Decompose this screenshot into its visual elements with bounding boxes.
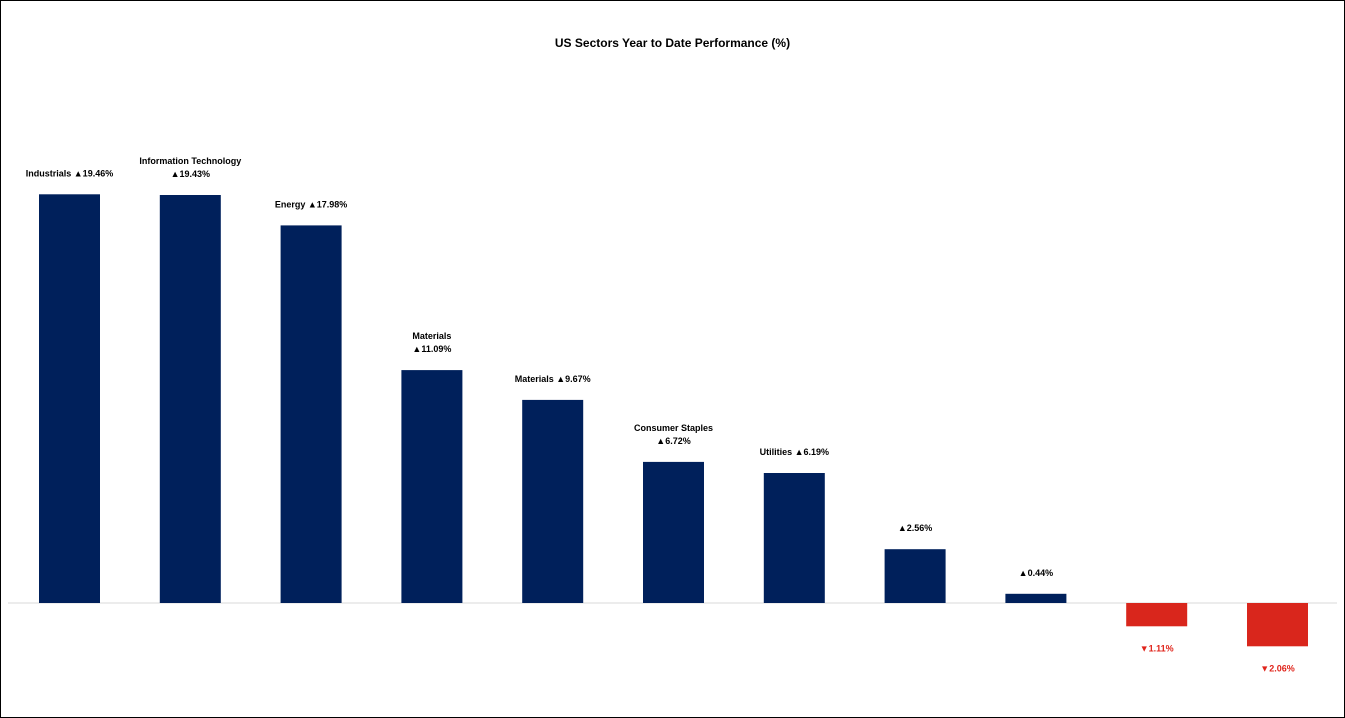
data-label-2-0: Energy ▲17.98%: [275, 199, 347, 209]
data-label-3-0: Materials: [412, 331, 451, 341]
data-label-4-0: Materials ▲9.67%: [515, 374, 591, 384]
bar-2: [280, 225, 342, 603]
bar-4: [522, 399, 584, 603]
data-label-3-1: ▲11.09%: [412, 344, 451, 354]
data-label-5-0: Consumer Staples: [634, 423, 713, 433]
bar-1: [159, 195, 221, 603]
data-label-1-0: Information Technology: [139, 156, 241, 166]
data-label-8-0: ▲0.44%: [1019, 568, 1053, 578]
bar-6: [763, 473, 825, 603]
bar-7: [884, 549, 946, 603]
bar-3: [401, 370, 463, 603]
chart-title: US Sectors Year to Date Performance (%): [554, 36, 791, 50]
bar-10: [1247, 603, 1308, 647]
data-label-6-0: Utilities ▲6.19%: [760, 447, 829, 457]
data-label-0-0: Industrials ▲19.46%: [26, 168, 113, 178]
bar-5: [643, 461, 704, 603]
data-label-7-0: ▲2.56%: [898, 523, 932, 533]
data-label-1-1: ▲19.43%: [171, 169, 210, 179]
data-label-9-0: ▼1.11%: [1140, 643, 1174, 653]
bar-0: [39, 194, 100, 604]
data-label-10-0: ▼2.06%: [1260, 663, 1294, 673]
bar-9: [1126, 603, 1188, 627]
bar-8: [1005, 593, 1067, 603]
data-label-5-1: ▲6.72%: [656, 436, 690, 446]
